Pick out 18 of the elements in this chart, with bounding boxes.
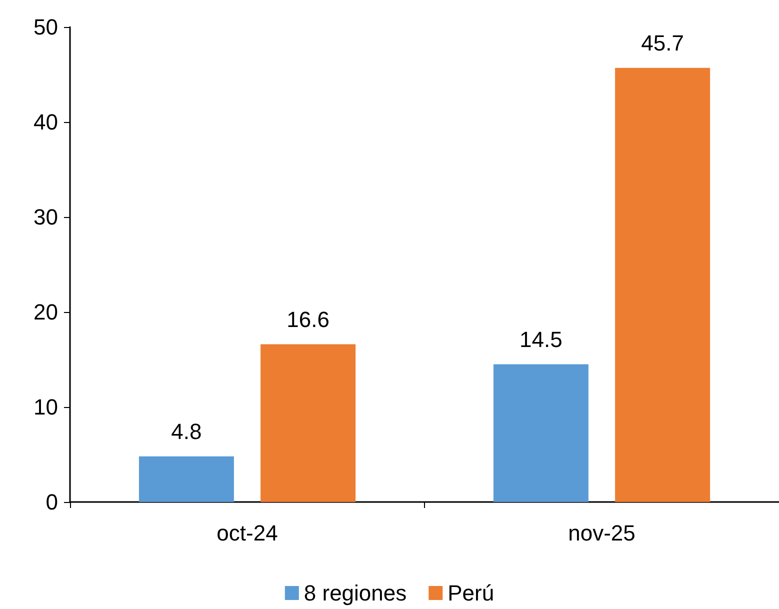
y-tick-label: 20 [34,300,58,324]
bar [138,456,234,502]
data-label: 4.8 [171,418,202,444]
legend-label: Perú [448,580,494,606]
data-label: 45.7 [641,30,684,56]
y-tick-label: 30 [34,204,58,230]
y-tick-label: 0 [46,490,58,514]
bar [615,68,710,502]
y-tick-label: 40 [34,110,58,134]
data-label: 16.6 [286,306,330,332]
legend-label: 8 regiones [304,580,407,606]
data-label: 14.5 [520,326,562,352]
bar [493,364,588,502]
y-tick-label: 50 [34,14,58,40]
x-tick-label: oct-24 [216,520,278,546]
bar [260,344,356,502]
x-tick-label: nov-25 [568,520,636,546]
y-tick-label: 10 [34,394,58,420]
